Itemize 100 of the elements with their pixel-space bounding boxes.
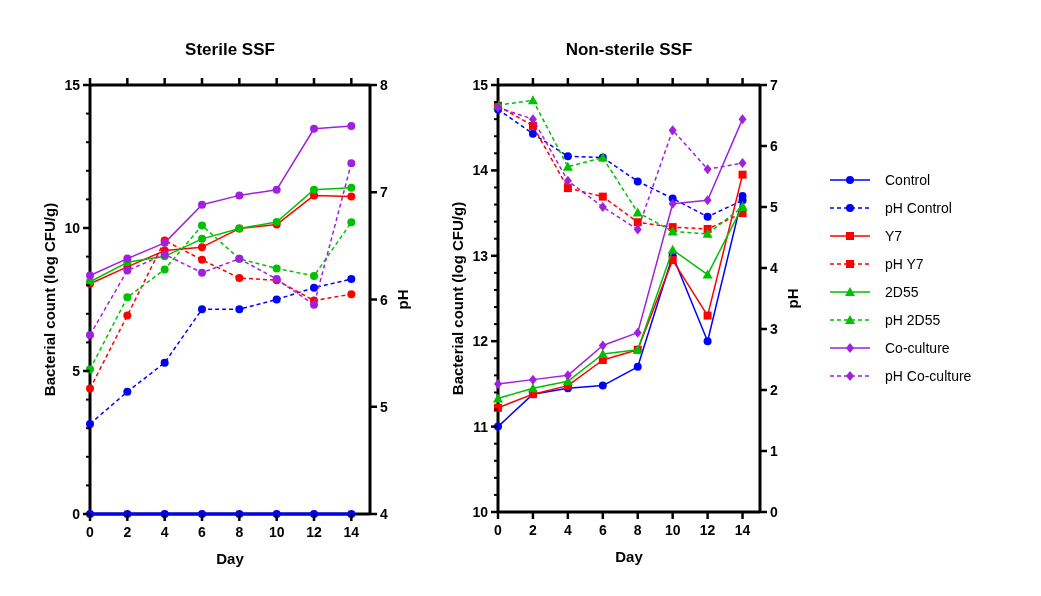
point — [347, 159, 356, 168]
point — [198, 243, 206, 252]
y-tick-label: 15 — [64, 77, 81, 93]
point — [123, 293, 132, 302]
x-tick-label: 4 — [160, 524, 169, 540]
point — [702, 228, 713, 238]
y2-tick-label: 4 — [770, 260, 778, 276]
point — [235, 274, 244, 283]
point — [562, 161, 573, 171]
y2-tick-label: 7 — [380, 184, 388, 201]
point — [123, 387, 132, 396]
y-tick-label: 5 — [72, 363, 81, 379]
point — [86, 384, 94, 393]
point — [310, 124, 318, 133]
y2-tick-label: 6 — [770, 138, 778, 154]
point — [272, 185, 281, 194]
point — [703, 337, 712, 346]
point — [563, 184, 572, 193]
point — [235, 191, 244, 200]
point — [123, 311, 132, 320]
y2-tick-label: 0 — [770, 504, 778, 520]
x-axis-title: Day — [216, 550, 245, 567]
legend-label: Co-culture — [885, 340, 950, 356]
x-tick-label: 2 — [123, 524, 132, 540]
point — [703, 311, 712, 320]
x-tick-label: 12 — [699, 522, 716, 538]
point — [667, 244, 678, 254]
point — [347, 192, 356, 201]
point — [738, 158, 747, 169]
point — [528, 374, 537, 385]
point — [198, 255, 206, 264]
x-tick-label: 0 — [494, 522, 503, 538]
point — [310, 283, 318, 292]
point — [310, 271, 318, 280]
y-tick-label: 12 — [472, 333, 489, 350]
y2-tick-label: 8 — [380, 77, 388, 93]
point — [493, 393, 503, 403]
point — [86, 365, 94, 374]
x-tick-label: 0 — [86, 524, 95, 540]
legend-label: pH 2D55 — [885, 312, 941, 328]
point — [738, 170, 747, 179]
legend-label: 2D55 — [885, 284, 919, 300]
point — [347, 121, 356, 130]
y2-tick-label: 7 — [770, 77, 778, 93]
y-axis-title: Bacterial count (log CFU/g) — [41, 202, 58, 397]
y-tick-label: 0 — [72, 506, 81, 522]
point — [494, 378, 502, 389]
y-tick-label: 13 — [472, 247, 489, 264]
chart-title: Non-sterile SSF — [565, 40, 693, 59]
y2-tick-label: 1 — [770, 443, 778, 459]
y2-axis-title: pH — [784, 288, 801, 309]
x-tick-label: 2 — [529, 522, 538, 538]
x-tick-label: 8 — [235, 524, 244, 540]
point — [86, 419, 94, 428]
point — [123, 266, 132, 275]
legend-label: pH Control — [885, 200, 952, 216]
point — [310, 300, 318, 309]
y-axis-title: Bacterial count (log CFU/g) — [449, 201, 466, 396]
point — [597, 349, 608, 359]
point — [198, 221, 206, 230]
point — [198, 268, 206, 277]
y2-axis-title: pH — [394, 289, 411, 310]
point — [235, 305, 244, 314]
point — [198, 200, 206, 209]
y2-tick-label: 5 — [380, 398, 388, 415]
y2-tick-label: 2 — [770, 382, 778, 398]
y-tick-label: 11 — [473, 418, 489, 435]
x-tick-label: 12 — [306, 524, 322, 540]
point — [598, 202, 607, 212]
point — [598, 340, 607, 351]
y-tick-label: 15 — [472, 77, 489, 93]
point — [86, 271, 94, 280]
x-tick-label: 10 — [664, 522, 681, 538]
point — [633, 362, 642, 371]
y2-tick-label: 5 — [770, 199, 778, 215]
point — [347, 290, 356, 299]
point — [703, 164, 712, 175]
point — [123, 254, 132, 263]
x-tick-label: 14 — [734, 522, 751, 538]
point — [703, 195, 712, 206]
legend-label: pH Co-culture — [885, 368, 972, 384]
point — [310, 185, 318, 194]
point — [198, 305, 206, 314]
point — [198, 234, 206, 243]
point — [272, 264, 281, 273]
point — [668, 256, 677, 265]
point — [668, 198, 677, 209]
x-tick-label: 8 — [633, 522, 642, 538]
legend-label: Control — [885, 172, 931, 188]
x-tick-label: 10 — [268, 524, 285, 540]
point — [86, 330, 94, 339]
point — [528, 114, 537, 125]
x-axis-title: Day — [615, 548, 644, 565]
point — [598, 192, 607, 201]
point — [563, 175, 572, 186]
x-tick-label: 4 — [563, 522, 572, 538]
point — [668, 125, 677, 136]
point — [528, 129, 537, 138]
point — [347, 218, 356, 227]
x-tick-label: 14 — [343, 524, 360, 540]
